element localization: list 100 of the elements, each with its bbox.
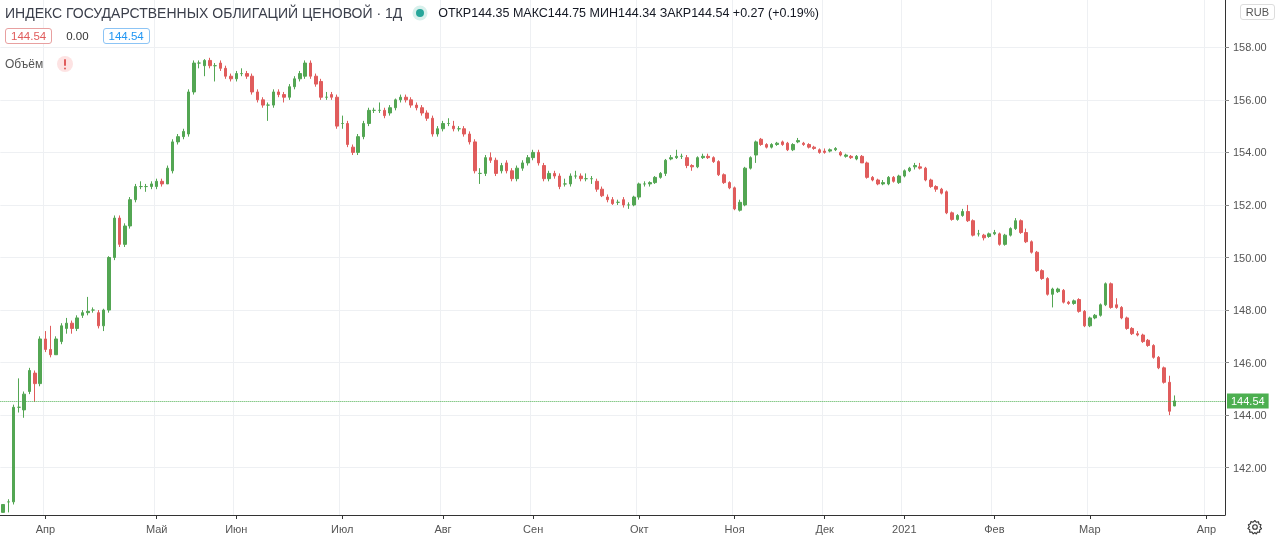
candlestick [669, 154, 673, 161]
candlestick [213, 62, 217, 82]
candlestick [81, 309, 84, 319]
candlestick [537, 149, 540, 167]
candlestick [781, 140, 784, 147]
y-tick-label: 154.00 [1233, 146, 1267, 159]
candlestick [468, 130, 471, 146]
candlestick [1152, 343, 1155, 360]
candlestick [478, 167, 482, 185]
candlestick [913, 162, 917, 170]
candlestick [993, 229, 996, 236]
candlestick [897, 174, 901, 185]
candlestick [166, 165, 169, 185]
candlestick [494, 157, 498, 177]
candlestick [351, 144, 355, 156]
candlestick [1051, 287, 1054, 308]
candlestick [924, 166, 927, 182]
candlestick [834, 146, 837, 152]
candlestick [659, 171, 662, 180]
y-tick-label: 144.00 [1233, 409, 1267, 422]
candlestick [664, 158, 667, 177]
candlestick [1157, 355, 1160, 370]
x-tick-label: 2021 [892, 522, 917, 535]
candlestick [982, 233, 986, 241]
y-tick-label: 146.00 [1233, 356, 1267, 369]
x-tick-label: Апр [35, 522, 56, 535]
candlestick [542, 162, 546, 182]
candlestick [956, 213, 959, 222]
candlestick [696, 155, 699, 169]
candlestick [515, 165, 519, 182]
x-tick-label: Апр [1196, 522, 1217, 535]
candlestick [436, 125, 439, 138]
candlestick [569, 172, 572, 188]
candlestick [1168, 375, 1171, 416]
candlestick [1104, 281, 1107, 307]
candlestick [547, 170, 551, 182]
candlestick [908, 166, 911, 173]
candlestick [134, 183, 137, 203]
candlestick [839, 150, 842, 157]
candlestick [441, 120, 445, 132]
candlestick [876, 178, 880, 186]
candlestick [266, 101, 270, 122]
candlestick [203, 58, 206, 77]
candlestick [892, 175, 895, 184]
annotation: 144.54 [102, 28, 150, 44]
candlestick [881, 179, 885, 186]
candlestick [282, 91, 286, 103]
candlestick [97, 309, 100, 329]
candlestick [293, 75, 296, 90]
candlestick [940, 187, 943, 195]
candlestick [224, 65, 227, 80]
candlestick [54, 335, 58, 356]
candlestick [272, 88, 275, 109]
candlestick [86, 296, 90, 316]
candlestick [717, 159, 720, 177]
candlestick [1136, 330, 1139, 337]
y-tick-label: 142.00 [1233, 461, 1267, 474]
candlestick [102, 308, 105, 332]
candlestick [182, 128, 185, 140]
annotation: 144.54 [5, 28, 53, 44]
candlestick [887, 175, 890, 186]
candlestick [229, 73, 233, 82]
candlestick [1009, 226, 1012, 237]
y-tick-label: 150.00 [1233, 251, 1267, 264]
candlestick [107, 255, 111, 314]
candlestick [903, 168, 906, 178]
x-tick-label: Авг [434, 522, 452, 535]
candlestick [335, 94, 339, 130]
candlestick [160, 178, 164, 188]
candlestick [749, 155, 752, 170]
chart-title: ИНДЕКС ГОСУДАРСТВЕННЫХ ОБЛИГАЦИЙ ЦЕНОВОЙ · 1Д [5, 5, 403, 21]
x-tick-label: Окт [629, 522, 649, 535]
candlestick [987, 232, 991, 239]
candlestick [383, 107, 386, 119]
candlestick [606, 193, 609, 203]
candlestick [1115, 297, 1118, 310]
candlestick [558, 172, 561, 190]
candlestick [945, 190, 948, 215]
candlestick [75, 314, 79, 332]
candlestick [611, 196, 614, 206]
candlestick [388, 104, 392, 117]
candlestick [367, 107, 371, 127]
candlestick [521, 159, 524, 172]
candlestick [622, 196, 625, 209]
candlestick [722, 172, 726, 185]
candlestick [823, 147, 826, 155]
candlestick [346, 120, 349, 148]
candlestick [150, 180, 153, 190]
candlestick [60, 322, 63, 345]
candlestick [754, 140, 758, 164]
candlestick [733, 186, 736, 211]
x-tick-label: Июл [331, 522, 354, 535]
candlestick [176, 133, 180, 146]
candlestick [579, 172, 583, 182]
candlestick [1099, 302, 1102, 318]
candlestick [791, 142, 795, 152]
candlestick [489, 151, 492, 164]
candlestick [950, 211, 954, 222]
candlestick [394, 98, 397, 111]
candlestick [155, 178, 158, 190]
